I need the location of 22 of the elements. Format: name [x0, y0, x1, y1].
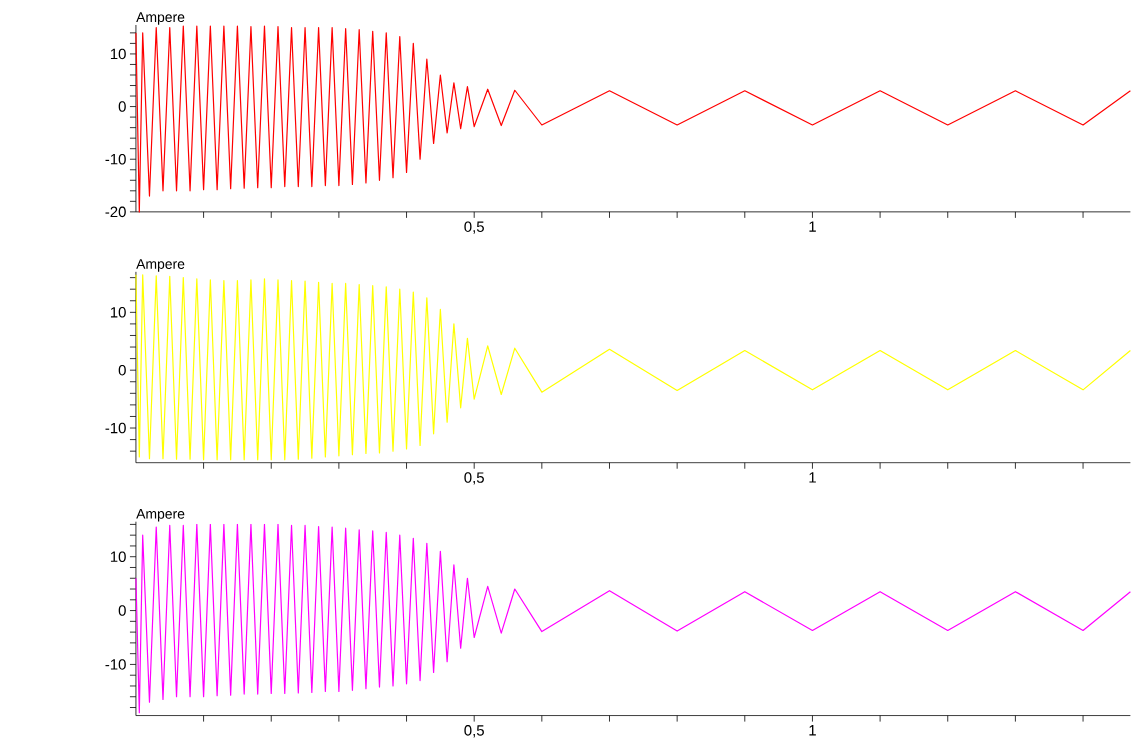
y-tick-label: -10	[105, 422, 126, 434]
y-tick-label: 0	[118, 605, 126, 617]
x-tick-label: 0,5	[464, 472, 484, 485]
y-axis-title: Ampere	[136, 12, 185, 25]
line-series	[135, 274, 1131, 461]
y-tick-label: -10	[105, 659, 126, 670]
x-tick-label: 1	[809, 221, 816, 232]
x-tick-label: 0,5	[464, 725, 484, 738]
y-tick-label: 10	[110, 48, 126, 60]
line-series	[135, 524, 1131, 714]
x-tick-label: 1	[809, 725, 816, 736]
x-tick-label: 1	[809, 472, 816, 483]
y-tick-label: 10	[110, 307, 126, 318]
x-tick-label: 0,5	[464, 221, 484, 234]
y-axis-title: Ampere	[136, 509, 185, 522]
y-tick-label: 0	[118, 101, 126, 113]
line-series	[135, 25, 1131, 213]
y-tick-label: 0	[118, 365, 126, 376]
y-tick-label: -20	[105, 206, 126, 218]
y-axis-title: Ampere	[136, 259, 185, 272]
y-tick-label: 10	[110, 551, 126, 563]
y-tick-label: -10	[105, 154, 126, 165]
